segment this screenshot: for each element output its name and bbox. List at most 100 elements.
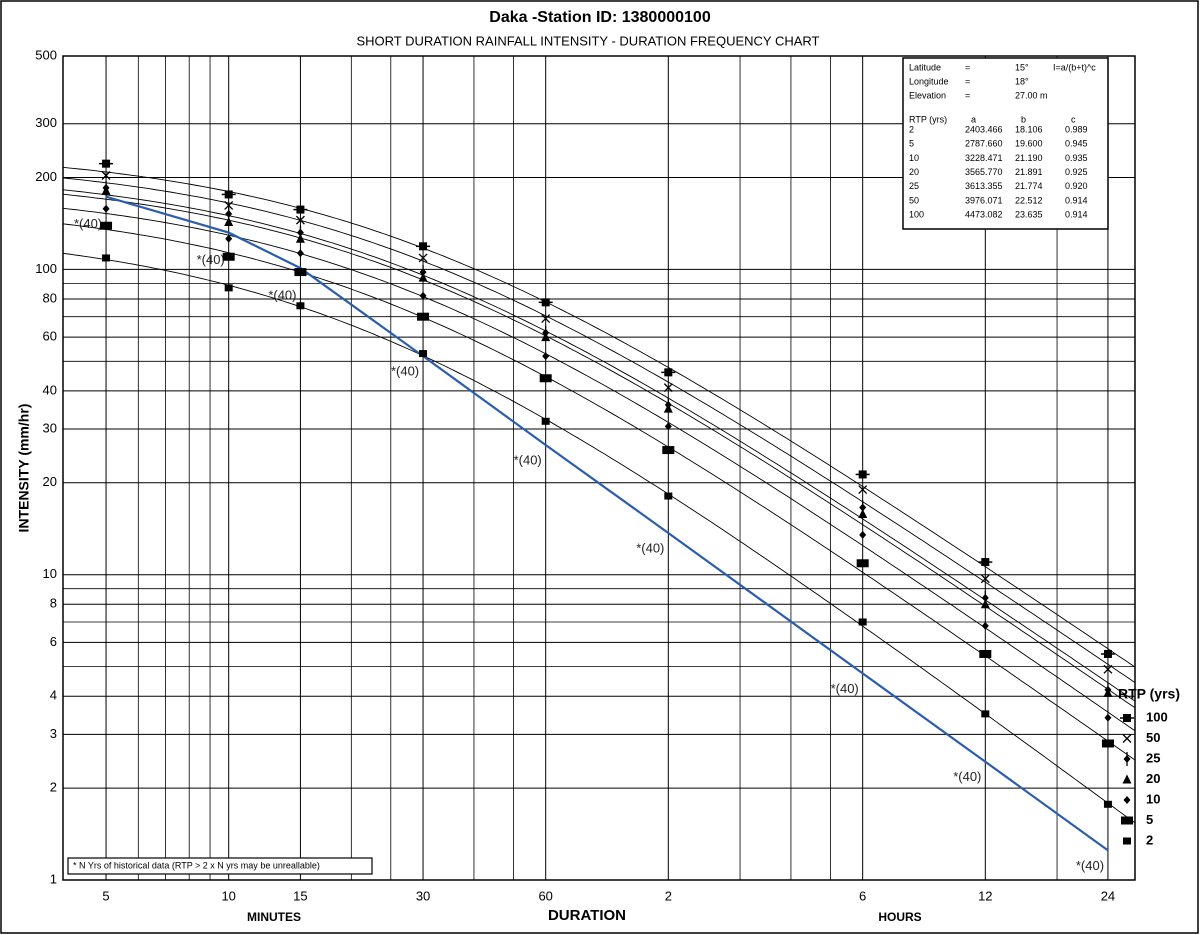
x-tick-label: 6 bbox=[859, 888, 866, 903]
data-point bbox=[102, 254, 111, 262]
data-point bbox=[100, 221, 113, 230]
legend-marker bbox=[1120, 714, 1134, 722]
y-tick-label: 500 bbox=[35, 47, 57, 62]
data-point bbox=[418, 253, 428, 263]
legend-label: 5 bbox=[1146, 812, 1153, 827]
table-cell: 3976.071 bbox=[965, 195, 1003, 205]
marker-shape bbox=[100, 221, 113, 230]
y-tick-label: 40 bbox=[43, 382, 57, 397]
marker-shape bbox=[1103, 664, 1113, 674]
data-point bbox=[417, 312, 430, 321]
data-point bbox=[418, 272, 428, 282]
fit-curve bbox=[62, 193, 1136, 709]
table-cell: 21.190 bbox=[1015, 153, 1043, 163]
data-point bbox=[542, 352, 550, 361]
marker-shape bbox=[541, 314, 551, 324]
x-tick-label: 12 bbox=[978, 888, 992, 903]
y-tick-label: 20 bbox=[43, 474, 57, 489]
station-value: 27.00 m bbox=[1015, 90, 1048, 100]
station-value: 15° bbox=[1015, 62, 1029, 72]
data-point bbox=[1103, 800, 1112, 808]
table-cell: 3565.770 bbox=[965, 167, 1003, 177]
table-cell: 0.945 bbox=[1065, 139, 1088, 149]
x-unit-label: MINUTES bbox=[247, 910, 301, 924]
years-annotation: *(40) bbox=[74, 216, 102, 231]
marker-shape bbox=[664, 422, 672, 431]
marker-shape bbox=[859, 530, 867, 539]
table-cell: 0.925 bbox=[1065, 167, 1088, 177]
data-point bbox=[1103, 687, 1113, 697]
marker-shape bbox=[979, 649, 992, 658]
legend-marker bbox=[1122, 774, 1132, 784]
marker-shape bbox=[1103, 687, 1113, 697]
marker-shape bbox=[858, 618, 867, 626]
data-point bbox=[979, 649, 992, 658]
data-point bbox=[294, 268, 307, 277]
fit-curve bbox=[62, 252, 1136, 824]
years-annotation: *(40) bbox=[636, 540, 664, 555]
data-point bbox=[855, 470, 870, 479]
table-cell: 0.989 bbox=[1065, 124, 1088, 134]
data-point bbox=[858, 509, 868, 519]
data-point bbox=[1103, 664, 1113, 674]
y-tick-label: 3 bbox=[50, 726, 57, 741]
data-point bbox=[1100, 649, 1115, 658]
data-point bbox=[101, 185, 111, 195]
data-point bbox=[981, 621, 989, 630]
years-annotation: *(40) bbox=[831, 681, 859, 696]
x-unit-label: HOURS bbox=[878, 910, 921, 924]
marker-shape bbox=[980, 574, 990, 584]
table-cell: 0.914 bbox=[1065, 195, 1088, 205]
fit-curve bbox=[62, 189, 1136, 702]
marker-shape bbox=[858, 509, 868, 519]
years-annotation: *(40) bbox=[268, 288, 296, 303]
data-point bbox=[539, 374, 552, 383]
marker-shape bbox=[662, 446, 675, 455]
data-point bbox=[102, 204, 110, 213]
data-point bbox=[538, 298, 553, 307]
data-point bbox=[858, 618, 867, 626]
legend-label: 50 bbox=[1146, 730, 1160, 745]
y-tick-label: 80 bbox=[43, 290, 57, 305]
fit-curve bbox=[62, 207, 1136, 732]
marker-shape bbox=[1101, 739, 1114, 748]
table-cell: 4473.082 bbox=[965, 210, 1003, 220]
marker-shape bbox=[1123, 796, 1131, 804]
data-point bbox=[416, 242, 431, 251]
marker-shape bbox=[542, 352, 550, 361]
years-annotation: *(40) bbox=[1076, 858, 1104, 873]
legend-marker bbox=[1122, 734, 1132, 743]
parameter-box bbox=[902, 57, 1109, 230]
marker-shape bbox=[1121, 816, 1133, 825]
data-point bbox=[662, 446, 675, 455]
data-point bbox=[224, 200, 234, 210]
data-point bbox=[541, 332, 551, 342]
y-tick-label: 30 bbox=[43, 420, 57, 435]
data-point bbox=[101, 171, 111, 180]
x-tick-label: 2 bbox=[665, 888, 672, 903]
data-point bbox=[663, 403, 673, 413]
marker-shape bbox=[980, 599, 990, 609]
table-cell: 3228.471 bbox=[965, 153, 1003, 163]
data-point bbox=[541, 314, 551, 324]
data-point bbox=[225, 234, 233, 243]
legend-label: 2 bbox=[1146, 832, 1153, 847]
y-tick-label: 300 bbox=[35, 115, 57, 130]
marker-shape bbox=[101, 185, 111, 195]
data-point bbox=[222, 252, 235, 261]
marker-shape bbox=[541, 417, 550, 425]
marker-shape bbox=[981, 710, 990, 718]
y-tick-label: 100 bbox=[35, 261, 57, 276]
data-point bbox=[981, 710, 990, 718]
years-annotation: *(40) bbox=[391, 364, 419, 379]
years-annotation: *(40) bbox=[953, 769, 981, 784]
data-point bbox=[541, 417, 550, 425]
table-header: c bbox=[1071, 114, 1076, 124]
data-point bbox=[859, 530, 867, 539]
y-tick-label: 10 bbox=[43, 566, 57, 581]
marker-shape bbox=[224, 200, 234, 210]
marker-shape bbox=[1104, 713, 1112, 722]
table-cell: 2787.660 bbox=[965, 139, 1003, 149]
data-point bbox=[224, 284, 233, 292]
data-point bbox=[99, 159, 114, 168]
